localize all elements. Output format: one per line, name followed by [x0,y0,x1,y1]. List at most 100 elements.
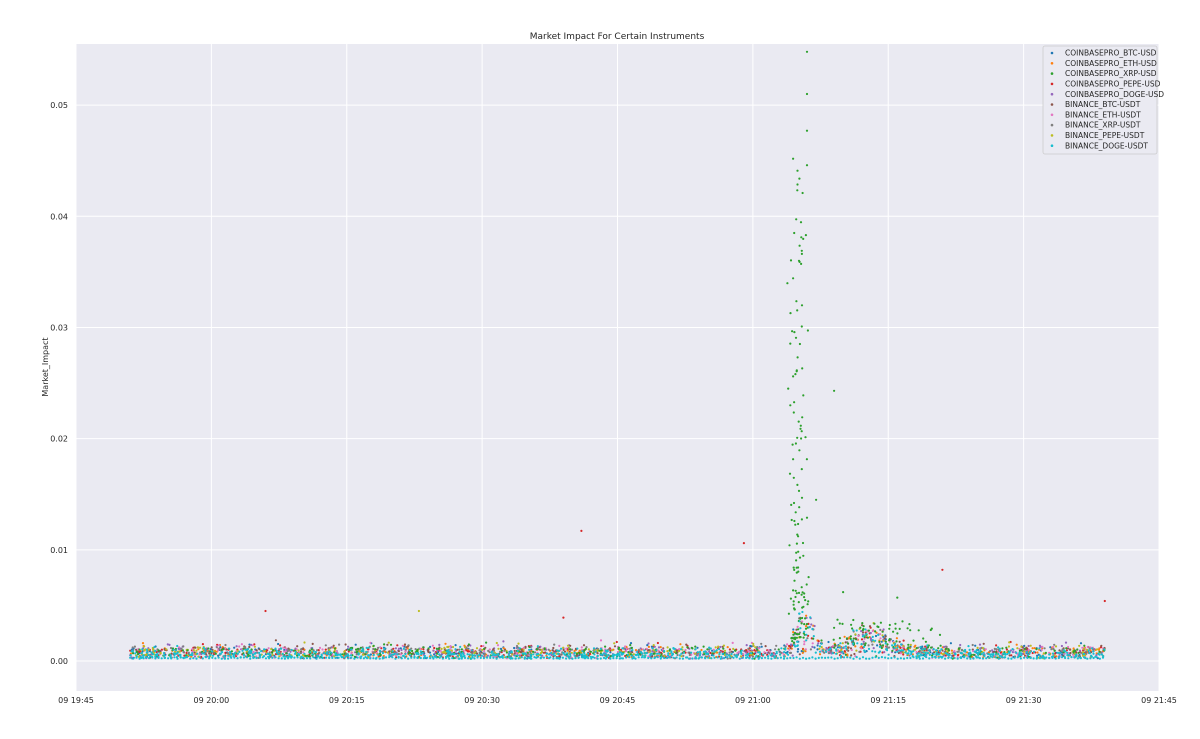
data-point [1090,654,1093,657]
data-point [768,652,771,655]
data-point [176,652,179,655]
data-point [1050,648,1053,651]
data-point [187,654,190,657]
data-point [792,501,796,505]
data-point [767,649,770,652]
data-point [878,640,881,644]
data-point [915,647,918,650]
data-point [583,652,586,655]
data-point [249,649,252,652]
data-point [284,647,287,650]
data-point [1042,652,1045,655]
data-point [1054,657,1057,660]
data-point [383,647,386,651]
data-point [305,657,309,660]
data-point [883,637,886,640]
data-point [574,657,577,660]
data-point [979,649,982,652]
data-point [186,649,189,652]
data-point [419,647,422,650]
data-point [884,656,887,659]
data-point [324,656,328,659]
data-point [969,655,972,658]
data-point [740,649,743,652]
data-point [925,656,928,659]
data-point [997,657,1000,660]
data-point [185,656,189,659]
data-point [1049,646,1052,649]
data-point [898,640,901,643]
data-point [918,649,922,652]
data-point [528,648,531,651]
data-point [217,656,220,659]
data-point [1016,656,1019,659]
data-point [877,656,880,660]
data-point [947,656,950,660]
data-point [783,651,786,654]
data-point [748,657,751,660]
data-point [372,647,375,651]
data-point [842,646,845,649]
data-point [660,653,663,656]
data-point [389,643,393,646]
data-point [921,657,925,660]
data-point [637,648,641,651]
data-point [800,622,803,625]
data-point [154,657,157,660]
data-point [381,657,384,660]
data-point [397,656,400,659]
data-point [983,654,986,658]
data-point [198,656,201,659]
data-point [145,648,149,652]
data-point [577,656,580,659]
data-point [481,648,484,652]
data-point [1031,647,1034,650]
data-point [793,631,797,635]
data-point [899,657,903,660]
data-point [853,652,856,656]
data-point [843,635,846,638]
data-point [896,657,899,660]
legend-marker [1050,82,1054,86]
data-point [195,649,198,652]
data-point [796,169,799,172]
data-point [720,655,723,658]
data-point [224,647,227,650]
data-point [993,647,996,651]
data-point [630,646,634,650]
data-point [867,629,871,632]
data-point [1013,656,1016,659]
data-point [792,603,795,606]
data-point [874,656,877,659]
data-point [629,642,633,645]
data-point [602,656,606,660]
data-point [856,642,859,645]
data-point [334,652,337,655]
data-point [805,614,808,617]
data-point [337,656,340,659]
data-point [707,656,710,659]
data-point [869,637,873,640]
data-point [855,629,858,632]
data-point [677,649,681,653]
data-point [678,648,681,651]
data-point [802,649,805,652]
data-point [794,336,798,339]
data-point [394,657,397,660]
data-point [132,657,135,660]
data-point [399,647,402,650]
data-point [730,652,733,656]
data-point [723,651,726,654]
data-point [797,535,800,538]
data-point [212,653,216,656]
data-point [1041,645,1044,649]
data-point [1092,652,1095,655]
data-point [792,643,795,647]
data-point [804,436,807,439]
data-point [800,262,803,265]
data-point [312,650,315,653]
data-point [976,653,980,656]
data-point [800,496,804,499]
data-point [652,649,655,652]
data-point [420,652,423,656]
